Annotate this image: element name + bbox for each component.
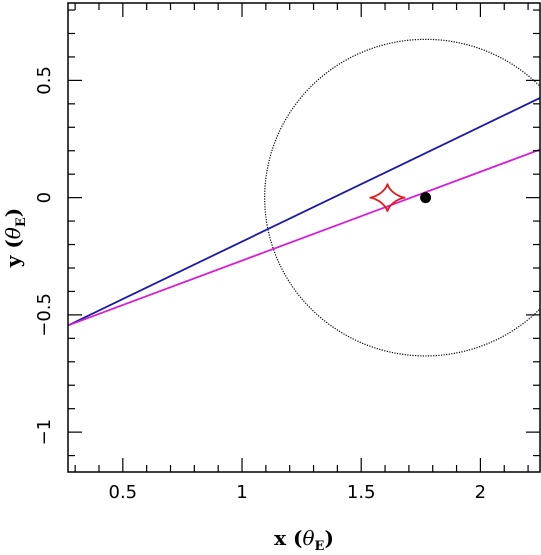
- x-tick-label: 1.5: [347, 482, 376, 503]
- ticks-layer: [68, 3, 540, 472]
- y-axis-label: y (θE): [1, 208, 29, 269]
- y-tick-label: −0.5: [34, 293, 55, 337]
- labels-layer: 0.5 1 1.5 2 −1 −0.5 0 0.5: [34, 66, 486, 503]
- caustic-circle-0: [264, 38, 540, 357]
- x-tick-label: 0.5: [109, 482, 138, 503]
- trajectory-line-1: [68, 97, 540, 327]
- plot-frame: [67, 2, 541, 473]
- x-axis-label: x (θE): [274, 526, 334, 554]
- lens-point: [420, 192, 432, 204]
- y-tick-label: 0: [34, 192, 55, 203]
- trajectory-line-2: [68, 148, 540, 327]
- x-tick-label: 2: [475, 482, 486, 503]
- x-tick-label: 1: [236, 482, 247, 503]
- data-layer: [68, 38, 540, 357]
- y-tick-label: −1: [34, 419, 55, 446]
- y-tick-label: 0.5: [34, 66, 55, 95]
- caustic-astroid: [369, 183, 406, 212]
